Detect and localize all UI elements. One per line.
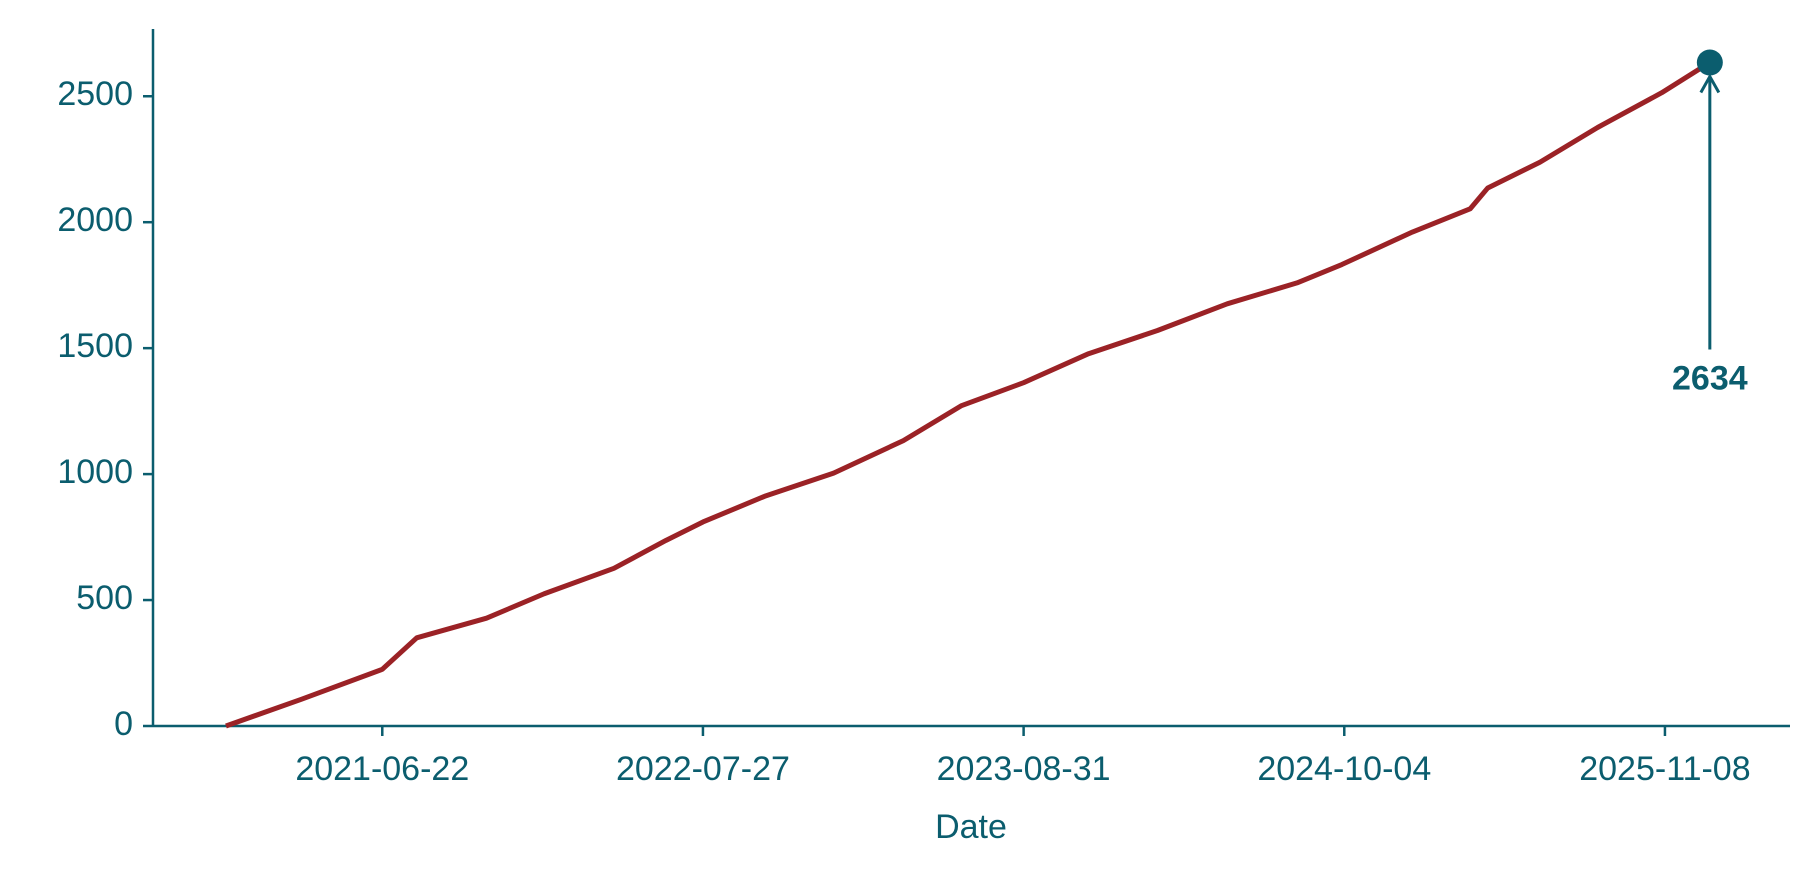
- line: [225, 60, 1712, 729]
- y-tick-label: 1500: [57, 327, 133, 365]
- x-tick-label: 2025-11-08: [1579, 750, 1750, 788]
- y-tick-label: 2500: [57, 75, 133, 113]
- y-tick-label: 0: [114, 705, 133, 743]
- x-tick-label: 2022-07-27: [616, 750, 790, 788]
- x-tick-label: 2024-10-04: [1257, 750, 1431, 788]
- annotation-label: 2634: [1672, 359, 1748, 397]
- x-axis-label: Date: [935, 808, 1007, 846]
- y-tick-label: 500: [76, 579, 133, 617]
- end-point: [1696, 49, 1723, 76]
- x-tick-label: 2021-06-22: [295, 750, 469, 788]
- x-tick-label: 2023-08-31: [937, 750, 1111, 788]
- annotation-arrowhead: [1699, 73, 1721, 94]
- y-tick-label: 1000: [57, 453, 133, 491]
- y-tick-label: 2000: [57, 201, 133, 239]
